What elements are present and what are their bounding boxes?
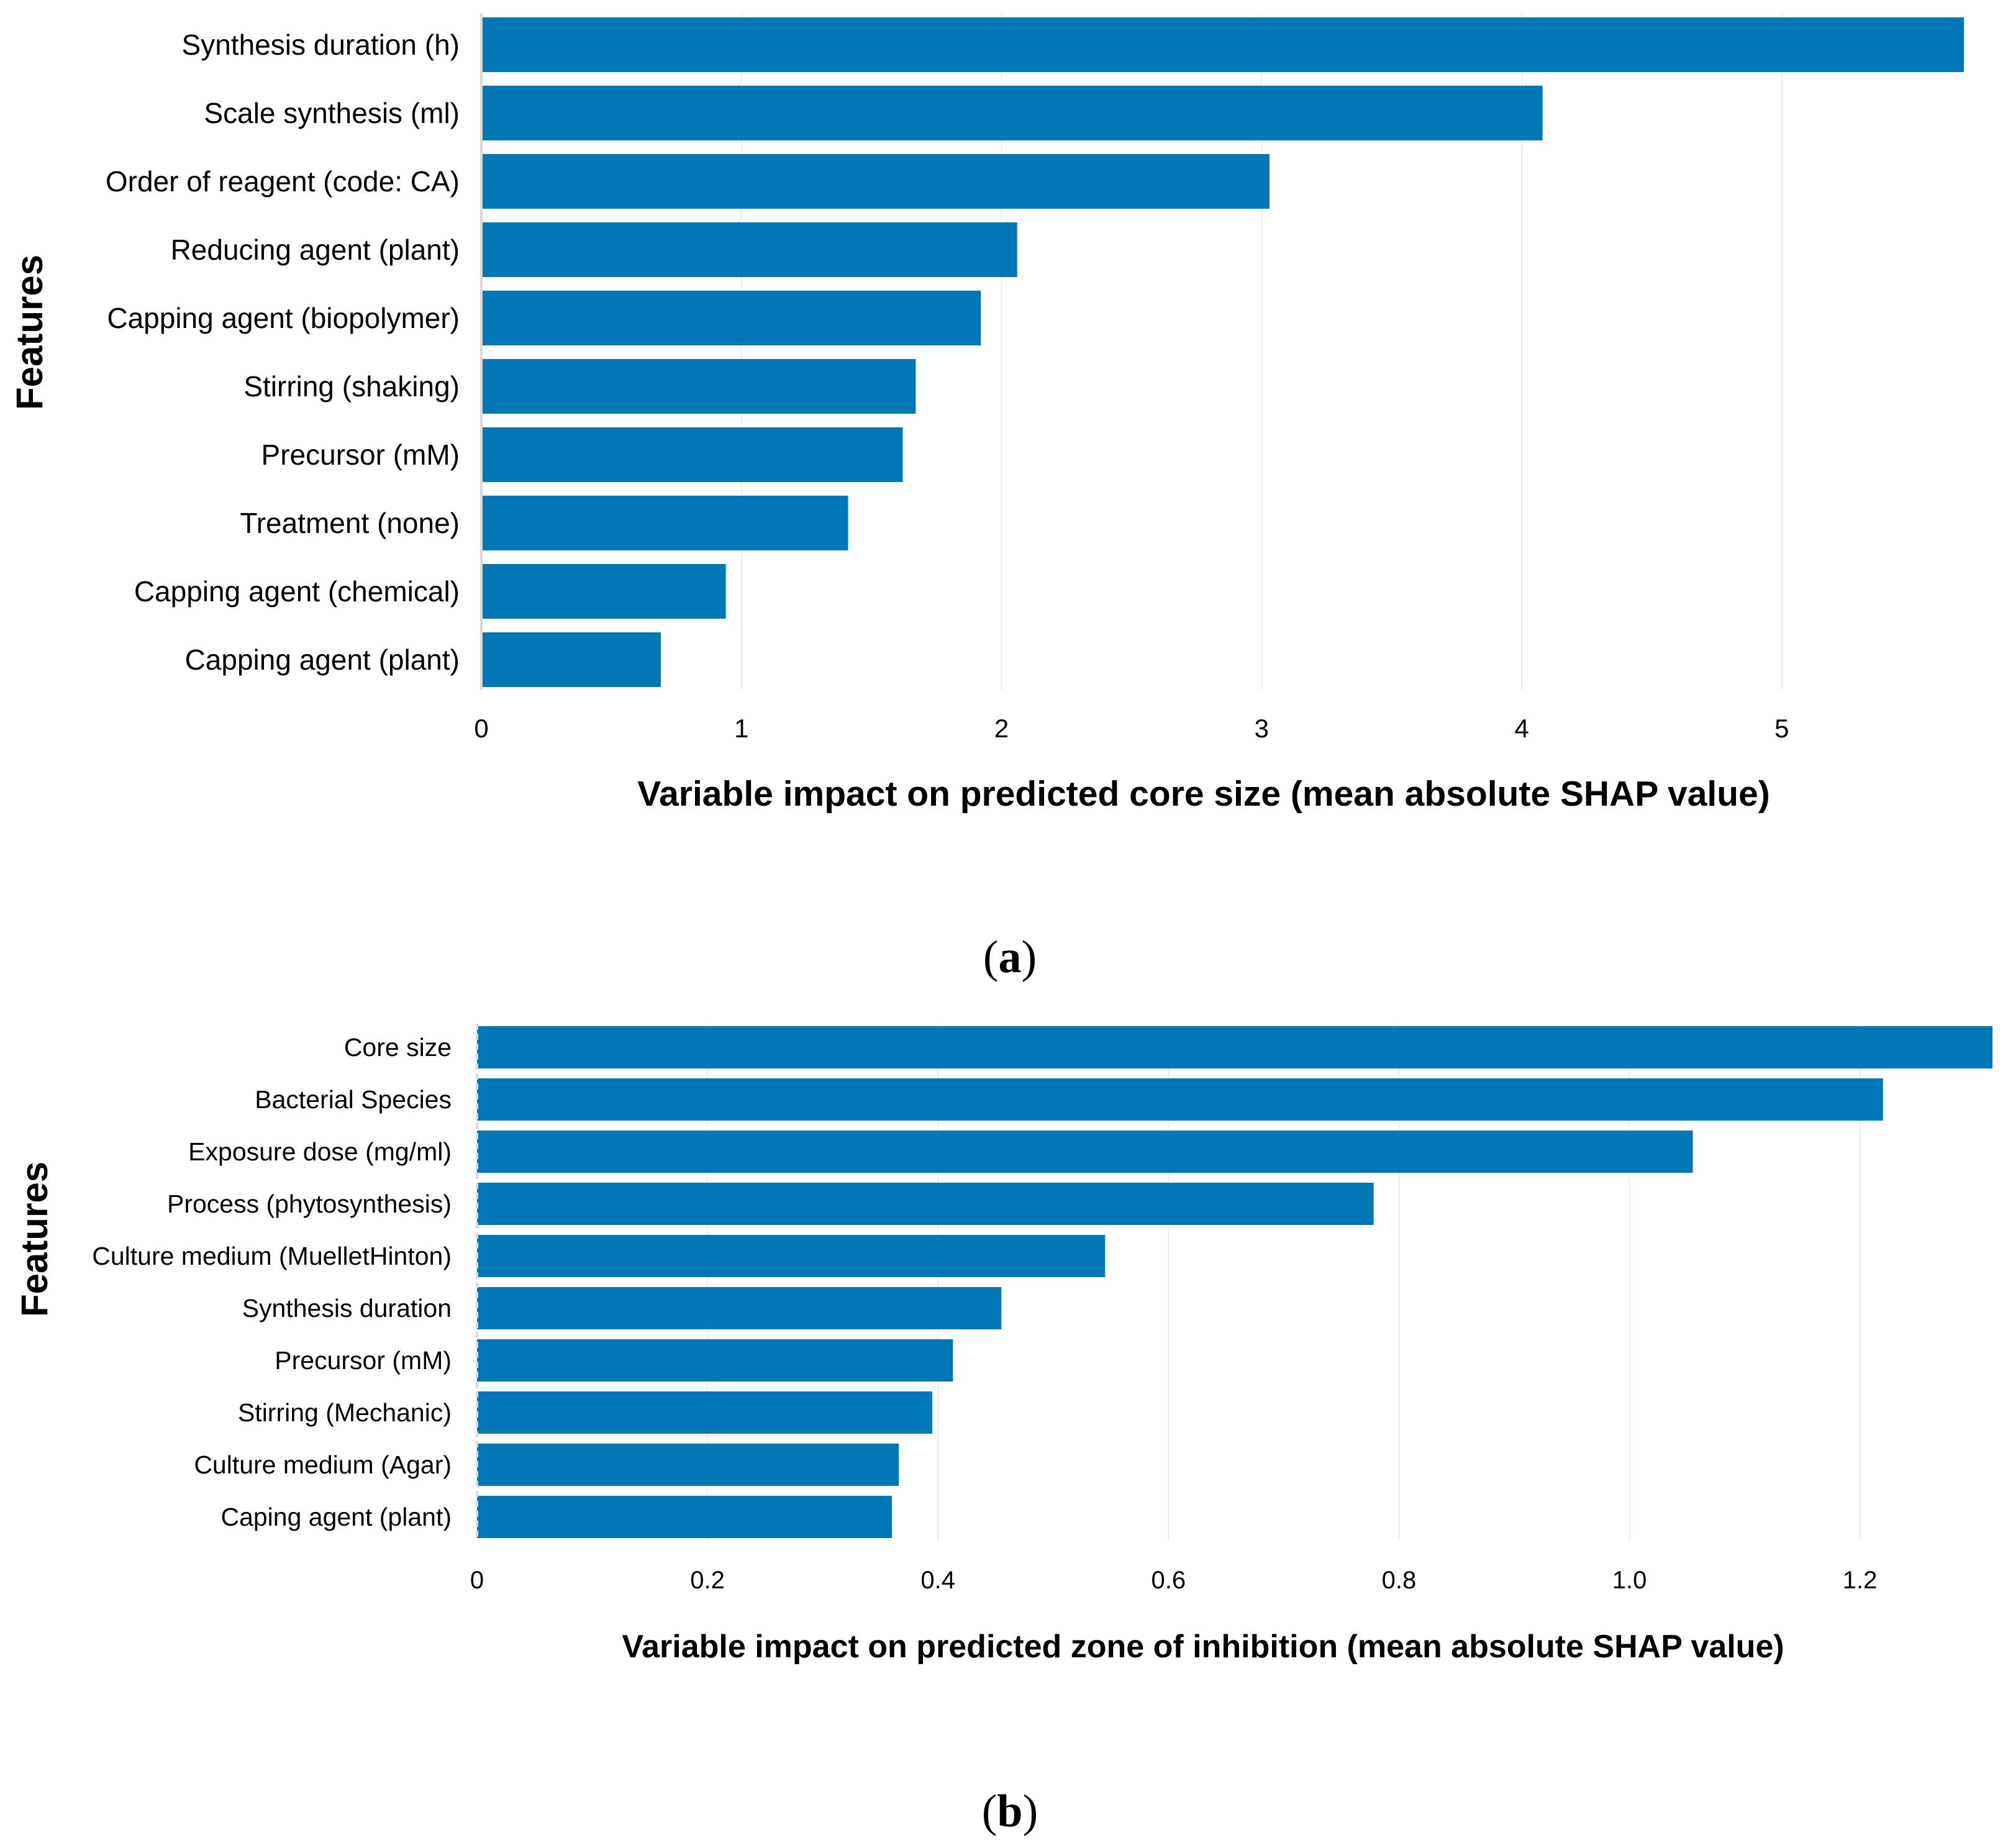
category-label: Stirring (shaking) [243,370,460,403]
panel-label-b-letter: b [997,1786,1022,1837]
x-axis-title-a: Variable impact on predicted core size (… [637,774,1770,814]
category-label: Stirring (Mechanic) [238,1398,452,1427]
x-tick-label: 0 [474,714,488,743]
panel-label-a: (a) [983,932,1037,983]
bar [477,1078,1883,1121]
category-label: Process (phytosynthesis) [167,1190,452,1218]
tick-labels-a: 0 1 2 3 4 5 [474,714,1789,743]
x-tick-label: 2 [994,714,1009,743]
bar [481,222,1017,277]
bar [477,1235,1106,1277]
x-tick-label: 5 [1774,714,1789,743]
tick-labels-b: 0 0.2 0.4 0.6 0.8 1.0 1.2 [470,1567,1878,1594]
bar [481,564,726,619]
bar [481,632,661,687]
category-label: Synthesis duration (h) [182,29,460,61]
category-labels-b: Core size Bacterial Species Exposure dose … [92,1033,452,1531]
x-tick-label: 0.4 [920,1567,955,1594]
bar [477,1339,953,1381]
y-axis-title-b: Features [14,1162,55,1317]
bar [481,291,981,345]
bar [477,1026,1992,1068]
chart-panel-b: Core size Bacterial Species Exposure dose … [14,1024,1992,1837]
bar [481,86,1543,140]
category-label: Core size [344,1033,452,1062]
category-label: Bacterial Species [255,1085,452,1114]
chart-panel-a: Synthesis duration (h) Scale synthesis (m… [9,14,1964,983]
category-label: Order of reagent (code: CA) [106,165,460,198]
panel-label-b: (b) [982,1786,1038,1837]
category-label: Capping agent (chemical) [134,575,460,608]
x-axis-title-b: Variable impact on predicted zone of inh… [622,1629,1784,1665]
x-tick-label: 3 [1255,714,1269,743]
category-label: Exposure dose (mg/ml) [188,1137,452,1166]
x-tick-label: 0.8 [1382,1567,1417,1594]
bar [481,154,1270,209]
x-tick-label: 0.2 [690,1567,725,1594]
bar [477,1391,932,1434]
category-label: Synthesis duration [242,1294,452,1322]
category-label: Treatment (none) [240,507,460,539]
category-labels-a: Synthesis duration (h) Scale synthesis (m… [106,29,460,676]
x-tick-label: 1 [734,714,748,743]
bar [477,1287,1002,1329]
bar [477,1496,892,1538]
category-label: Culture medium (MuelletHinton) [92,1242,452,1270]
category-label: Capping agent (plant) [185,644,460,676]
y-axis-title-a: Features [9,255,50,410]
category-label: Culture medium (Agar) [194,1450,452,1479]
category-label: Capping agent (biopolymer) [107,302,460,334]
bar [477,1131,1693,1173]
x-tick-label: 0.6 [1152,1567,1186,1594]
category-label: Scale synthesis (ml) [204,97,460,129]
bars-a [481,17,1964,687]
category-label: Reducing agent (plant) [171,234,460,266]
x-tick-label: 1.0 [1612,1567,1647,1594]
bar [481,496,848,550]
x-tick-label: 1.2 [1843,1567,1878,1594]
bar [481,17,1964,72]
bar [477,1183,1374,1225]
panel-label-a-letter: a [999,932,1022,983]
category-label: Precursor (mM) [261,439,460,471]
bars-b [477,1026,1992,1538]
x-tick-label: 4 [1514,714,1529,743]
category-label: Caping agent (plant) [220,1503,452,1531]
x-tick-label: 0 [470,1567,484,1594]
bar [481,427,903,482]
bar [477,1444,899,1486]
bar [481,359,916,414]
category-label: Precursor (mM) [275,1346,452,1375]
